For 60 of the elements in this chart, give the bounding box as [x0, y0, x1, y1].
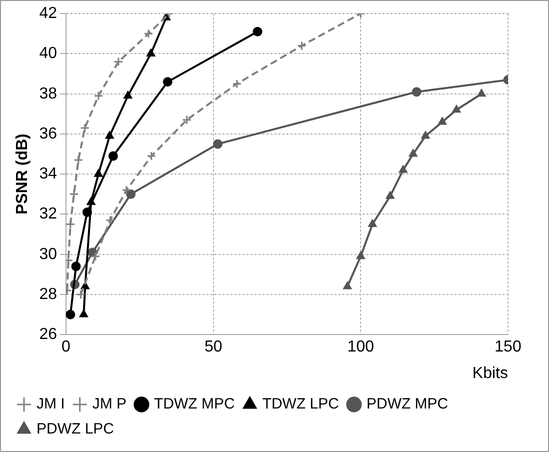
- point: [421, 131, 430, 139]
- legend-label: JM I: [36, 396, 65, 413]
- point: [213, 139, 222, 149]
- point: [296, 40, 306, 50]
- y-tick-label: 32: [39, 206, 58, 223]
- point: [477, 89, 486, 97]
- point: [452, 105, 461, 113]
- point: [122, 185, 132, 195]
- legend-label: PDWZ MPC: [366, 396, 448, 413]
- legend-label: JM P: [92, 396, 126, 413]
- y-tick-label: 40: [39, 45, 58, 62]
- point: [368, 220, 377, 228]
- point: [71, 262, 81, 272]
- point: [146, 151, 156, 161]
- point: [126, 189, 136, 199]
- point: [146, 48, 156, 56]
- y-axis-title: PSNR (dB): [14, 134, 32, 215]
- point: [408, 149, 418, 157]
- point: [80, 123, 90, 133]
- x-tick-label: 150: [494, 338, 522, 356]
- point: [105, 131, 114, 139]
- point: [82, 207, 92, 217]
- point: [105, 215, 115, 225]
- point: [79, 310, 88, 318]
- point: [398, 165, 408, 173]
- point: [108, 151, 118, 161]
- y-tick-label: 42: [39, 5, 58, 22]
- y-tick-label: 38: [39, 85, 58, 102]
- y-tick-label: 34: [39, 166, 58, 183]
- y-tick-label: 26: [39, 326, 58, 344]
- y-tick-label: 30: [39, 246, 58, 263]
- point: [114, 57, 124, 66]
- point: [144, 28, 154, 38]
- point: [74, 155, 84, 165]
- point: [69, 189, 79, 199]
- y-tick-label: 28: [39, 286, 58, 303]
- point: [356, 252, 365, 260]
- legend-label: PDWZ LPC: [36, 420, 114, 438]
- legend-label: TDWZ LPC: [262, 396, 340, 413]
- legend-label: TDWZ MPC: [154, 396, 235, 413]
- point: [66, 310, 76, 320]
- x-tick-label: 0: [62, 338, 71, 356]
- point: [438, 117, 447, 125]
- point: [94, 91, 104, 101]
- y-tick-label: 36: [39, 125, 58, 142]
- point: [66, 220, 76, 230]
- point: [412, 87, 422, 97]
- point: [90, 252, 100, 262]
- point: [124, 91, 132, 99]
- point: [232, 79, 242, 89]
- point: [76, 290, 86, 300]
- point: [162, 77, 172, 87]
- x-axis-title: Kbits: [472, 364, 508, 382]
- point: [343, 282, 352, 290]
- point: [182, 115, 192, 125]
- point: [252, 26, 262, 36]
- point: [94, 169, 103, 177]
- x-tick-label: 100: [347, 338, 374, 356]
- x-tick-label: 50: [204, 338, 222, 356]
- point: [386, 191, 394, 199]
